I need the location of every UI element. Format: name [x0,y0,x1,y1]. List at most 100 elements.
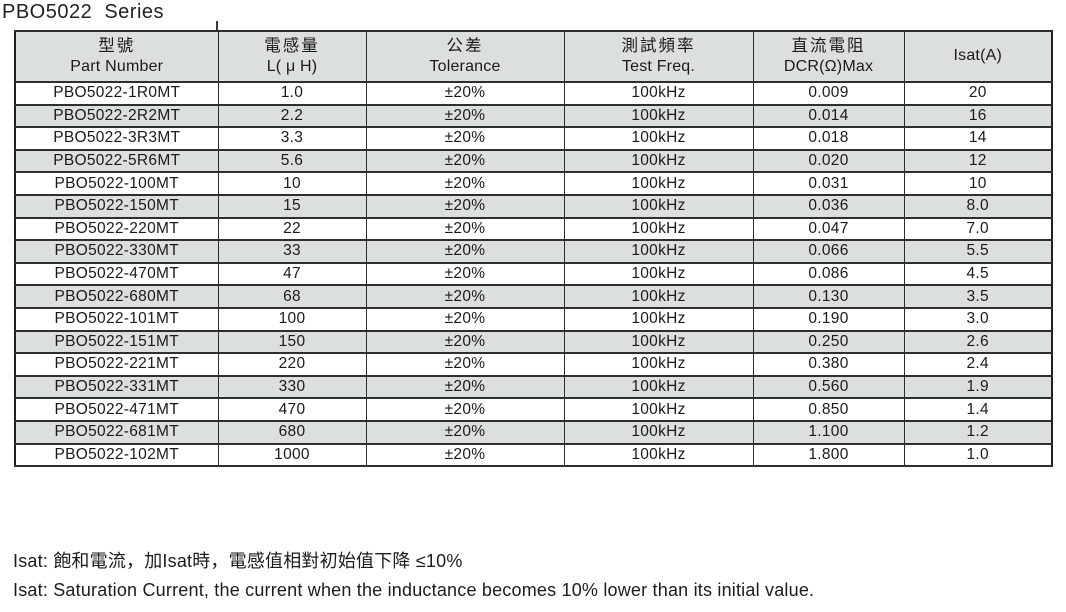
header-row: 型號 Part Number 電感量 L( μ H) 公差 Tolerance … [14,30,1053,83]
cell-test-freq: 100kHz [563,171,754,196]
cell-tolerance: ±20% [365,81,565,106]
table-row: PBO5022-330MT 33 ±20% 100kHz 0.066 5.5 [14,239,1053,264]
cell-test-freq: 100kHz [563,352,754,377]
cell-inductance: 1000 [217,442,367,468]
cell-part-number: PBO5022-221MT [14,352,219,377]
cell-tolerance: ±20% [365,397,565,422]
cell-tolerance: ±20% [365,126,565,151]
cell-test-freq: 100kHz [563,261,754,287]
cell-inductance: 100 [217,306,367,332]
cell-dcr: 1.100 [752,419,905,445]
spec-table: 型號 Part Number 電感量 L( μ H) 公差 Tolerance … [14,30,1053,468]
cell-dcr: 0.047 [752,216,905,242]
cell-tolerance: ±20% [365,148,565,174]
cell-inductance: 10 [217,171,367,196]
header-label-en: Part Number [70,58,164,76]
cell-dcr: 0.560 [752,374,905,400]
cell-isat: 5.5 [903,239,1053,264]
cell-test-freq: 100kHz [563,397,754,422]
cell-tolerance: ±20% [365,193,565,219]
cell-inductance: 220 [217,352,367,377]
cell-test-freq: 100kHz [563,126,754,151]
cell-isat: 16 [903,103,1053,129]
cell-tolerance: ±20% [365,329,565,355]
cell-part-number: PBO5022-101MT [14,306,219,332]
cell-part-number: PBO5022-470MT [14,261,219,287]
header-label-en: Tolerance [429,58,501,76]
cell-dcr: 0.020 [752,148,905,174]
cell-test-freq: 100kHz [563,193,754,219]
cell-part-number: PBO5022-680MT [14,284,219,309]
cell-part-number: PBO5022-150MT [14,193,219,219]
cell-dcr: 0.031 [752,171,905,196]
page-title: PBO5022 Series [2,1,165,23]
table-row: PBO5022-5R6MT 5.6 ±20% 100kHz 0.020 12 [14,148,1053,174]
cell-dcr: 0.086 [752,261,905,287]
cell-isat: 10 [903,171,1053,196]
cell-inductance: 150 [217,329,367,355]
cell-isat: 1.4 [903,397,1053,422]
cell-inductance: 470 [217,397,367,422]
header-label-zh: 型號 [98,36,136,55]
table-row: PBO5022-3R3MT 3.3 ±20% 100kHz 0.018 14 [14,126,1053,151]
table-row: PBO5022-101MT 100 ±20% 100kHz 0.190 3.0 [14,306,1053,332]
cell-part-number: PBO5022-220MT [14,216,219,242]
cell-inductance: 3.3 [217,126,367,151]
header-label-zh: 電感量 [264,36,320,55]
cell-part-number: PBO5022-331MT [14,374,219,400]
header-label-zh: 公差 [446,36,484,55]
table-row: PBO5022-151MT 150 ±20% 100kHz 0.250 2.6 [14,329,1053,355]
cell-test-freq: 100kHz [563,148,754,174]
spec-table-body: PBO5022-1R0MT 1.0 ±20% 100kHz 0.009 20 P… [14,81,1053,468]
cell-isat: 3.5 [903,284,1053,309]
table-row: PBO5022-2R2MT 2.2 ±20% 100kHz 0.014 16 [14,103,1053,129]
cell-part-number: PBO5022-330MT [14,239,219,264]
cell-dcr: 0.066 [752,239,905,264]
cell-dcr: 0.250 [752,329,905,355]
table-row: PBO5022-100MT 10 ±20% 100kHz 0.031 10 [14,171,1053,196]
header-cell-isat: Isat(A) [903,30,1053,83]
table-row: PBO5022-1R0MT 1.0 ±20% 100kHz 0.009 20 [14,81,1053,106]
cell-isat: 8.0 [903,193,1053,219]
header-label-en: Isat(A) [953,47,1003,64]
header-label-zh: 直流電阻 [791,36,866,55]
header-label-en: Test Freq. [621,58,696,76]
cell-part-number: PBO5022-3R3MT [14,126,219,151]
cell-inductance: 22 [217,216,367,242]
cell-tolerance: ±20% [365,419,565,445]
cell-dcr: 0.018 [752,126,905,151]
cell-tolerance: ±20% [365,284,565,309]
cell-tolerance: ±20% [365,352,565,377]
table-row: PBO5022-221MT 220 ±20% 100kHz 0.380 2.4 [14,352,1053,377]
cell-isat: 1.2 [903,419,1053,445]
cell-dcr: 0.036 [752,193,905,219]
table-row: PBO5022-680MT 68 ±20% 100kHz 0.130 3.5 [14,284,1053,309]
cell-isat: 14 [903,126,1053,151]
cell-part-number: PBO5022-5R6MT [14,148,219,174]
cell-dcr: 0.190 [752,306,905,332]
cell-test-freq: 100kHz [563,329,754,355]
cell-tolerance: ±20% [365,171,565,196]
cell-isat: 12 [903,148,1053,174]
header-label-en: DCR(Ω)Max [783,58,874,76]
cell-test-freq: 100kHz [563,81,754,106]
cell-dcr: 1.800 [752,442,905,468]
cell-inductance: 680 [217,419,367,445]
header-cell-dcr: 直流電阻 DCR(Ω)Max [752,30,905,83]
cell-inductance: 33 [217,239,367,264]
cell-test-freq: 100kHz [563,374,754,400]
cell-tolerance: ±20% [365,442,565,468]
table-row: PBO5022-102MT 1000 ±20% 100kHz 1.800 1.0 [14,442,1053,468]
cell-isat: 3.0 [903,306,1053,332]
footnote-zh: Isat: 飽和電流，加Isat時，電感值相對初始值下降 ≤10% [13,551,463,571]
cell-isat: 7.0 [903,216,1053,242]
cell-test-freq: 100kHz [563,284,754,309]
cell-dcr: 0.009 [752,81,905,106]
table-row: PBO5022-220MT 22 ±20% 100kHz 0.047 7.0 [14,216,1053,242]
header-cell-part-number: 型號 Part Number [14,30,219,83]
column-divider-tick [216,21,218,31]
cell-tolerance: ±20% [365,216,565,242]
cell-part-number: PBO5022-151MT [14,329,219,355]
header-cell-test-freq: 測試頻率 Test Freq. [563,30,754,83]
